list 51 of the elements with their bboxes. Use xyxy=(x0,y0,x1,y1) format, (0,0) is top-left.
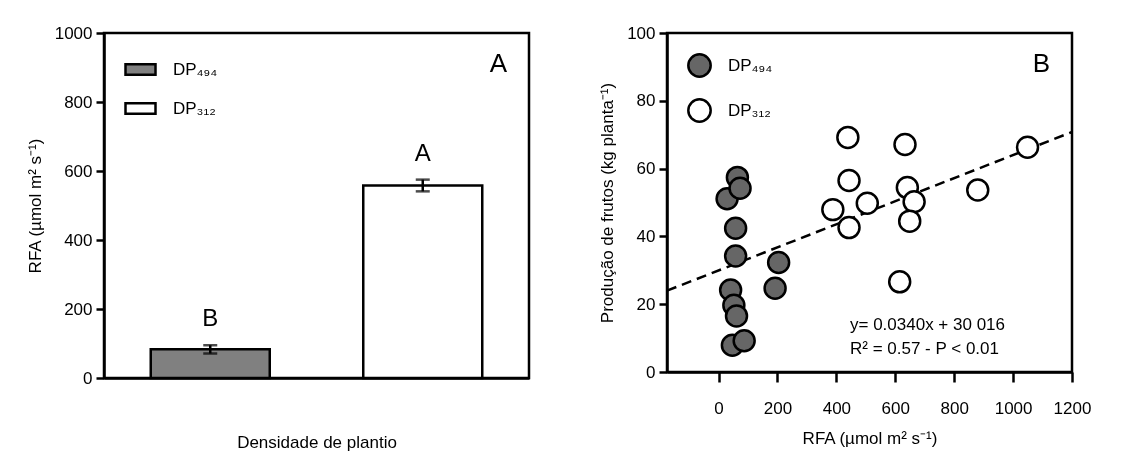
x-tick-label: 600 xyxy=(881,398,910,418)
annotation: B xyxy=(1032,48,1050,78)
point xyxy=(724,304,749,328)
annotation: y= 0.0340x + 30 016 xyxy=(850,315,1006,334)
point xyxy=(723,244,748,268)
legend-label: DP₃₁₂ xyxy=(728,100,771,120)
y-tick-label: 800 xyxy=(64,92,93,112)
point xyxy=(723,216,748,240)
point xyxy=(821,197,845,222)
y-axis-title: RFA (µmol m² s⁻¹) xyxy=(25,138,45,274)
point xyxy=(897,209,922,233)
point xyxy=(893,132,917,157)
y-tick-label: 40 xyxy=(636,226,656,246)
y-tick-label: 0 xyxy=(83,368,93,388)
annotation: A xyxy=(489,48,508,78)
y-tick-label: 80 xyxy=(636,91,656,111)
y-tick-label: 60 xyxy=(636,159,656,179)
x-axis-title: RFA (µmol m² s⁻¹) xyxy=(802,428,938,448)
point xyxy=(887,270,912,294)
y-tick-label: 400 xyxy=(64,230,93,250)
y-tick-label: 600 xyxy=(64,161,93,181)
point xyxy=(837,215,861,240)
x-tick-label: 1200 xyxy=(1053,398,1092,418)
y-tick-label: 1000 xyxy=(54,23,93,43)
point xyxy=(1015,135,1040,159)
y-tick-label: 0 xyxy=(646,362,656,382)
legend-label: DP₄₉₄ xyxy=(173,59,218,79)
y-tick-label: 100 xyxy=(627,23,656,43)
annotation: A xyxy=(414,138,431,166)
legend-label: DP₃₁₂ xyxy=(173,98,216,118)
y-axis-title: Produção de frutos (kg planta⁻¹) xyxy=(598,82,618,324)
y-tick-label: 20 xyxy=(636,294,656,314)
point xyxy=(766,250,791,275)
point xyxy=(966,178,990,202)
point xyxy=(902,190,926,214)
point xyxy=(732,329,756,353)
x-tick-label: 800 xyxy=(940,398,969,418)
x-tick-label: 200 xyxy=(763,398,793,418)
annotation: B xyxy=(202,304,219,332)
point xyxy=(855,191,880,215)
point xyxy=(728,176,752,200)
point xyxy=(763,276,787,300)
x-tick-label: 0 xyxy=(714,398,724,418)
point xyxy=(837,168,861,193)
annotation: R² = 0.57 - P < 0.01 xyxy=(850,339,999,358)
x-tick-label: 1000 xyxy=(994,398,1033,418)
y-tick-label: 200 xyxy=(64,299,93,319)
x-axis-title: Densidade de plantio xyxy=(237,432,397,452)
point xyxy=(836,125,860,150)
x-tick-label: 400 xyxy=(822,398,852,418)
legend-label: DP₄₉₄ xyxy=(728,55,773,75)
